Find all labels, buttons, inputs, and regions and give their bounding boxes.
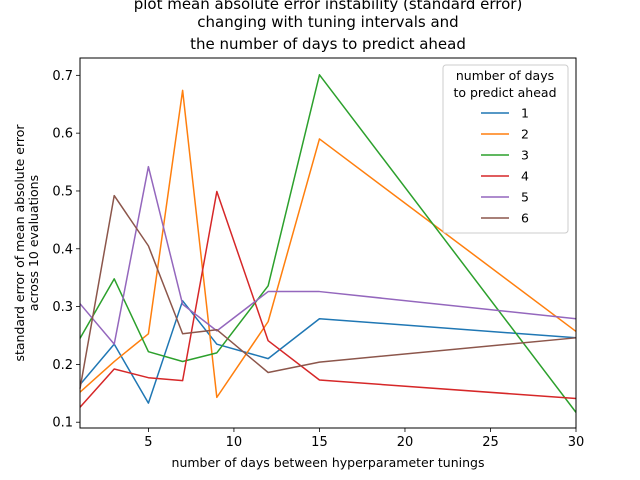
series-line-2 bbox=[79, 89, 577, 399]
y-axis-label-line-1: standard error of mean absolute error bbox=[12, 124, 27, 362]
legend-title-line-1: number of days bbox=[456, 68, 554, 83]
x-axis-label: number of days between hyperparameter tu… bbox=[172, 455, 485, 470]
y-tick-label: 0.7 bbox=[52, 69, 73, 84]
x-tick-label: 30 bbox=[568, 435, 585, 450]
legend-label-5: 5 bbox=[521, 190, 529, 205]
x-tick-label: 15 bbox=[311, 435, 328, 450]
y-axis-ticks: 0.1 0.2 0.3 0.4 0.5 0.6 0.7 bbox=[52, 69, 80, 431]
y-axis-label-line-2: across 10 evaluations bbox=[26, 175, 41, 311]
y-tick-label: 0.2 bbox=[52, 358, 73, 373]
y-axis-label: standard error of mean absolute error ac… bbox=[12, 124, 41, 362]
y-tick-label: 0.3 bbox=[52, 300, 73, 315]
x-tick-label: 25 bbox=[482, 435, 499, 450]
legend-label-4: 4 bbox=[521, 169, 529, 184]
series-line-4 bbox=[79, 190, 577, 408]
legend-label-1: 1 bbox=[521, 106, 529, 121]
series-line-6 bbox=[79, 194, 577, 389]
x-tick-label: 5 bbox=[144, 435, 152, 450]
series-line-1 bbox=[79, 300, 577, 404]
y-tick-label: 0.5 bbox=[52, 184, 73, 199]
series-line-3 bbox=[79, 74, 577, 413]
legend-label-2: 2 bbox=[521, 127, 529, 142]
chart-title-line-2: changing with tuning intervals and bbox=[197, 13, 458, 31]
chart-title-line-3: the number of days to predict ahead bbox=[190, 35, 466, 53]
y-tick-label: 0.6 bbox=[52, 127, 73, 142]
y-tick-label: 0.4 bbox=[52, 242, 73, 257]
legend-label-6: 6 bbox=[521, 211, 529, 226]
legend-label-3: 3 bbox=[521, 148, 529, 163]
series-layer bbox=[79, 74, 577, 413]
series-line-5 bbox=[79, 165, 577, 345]
legend-box bbox=[442, 64, 569, 234]
plot-frame bbox=[79, 57, 577, 429]
x-tick-label: 10 bbox=[226, 435, 243, 450]
x-axis-ticks: 5 10 15 20 25 30 bbox=[144, 428, 584, 450]
chart-title: plot mean absolute error instability (st… bbox=[134, 0, 523, 53]
legend: number of days to predict ahead 1 2 3 4 5 6 bbox=[442, 64, 569, 234]
chart-title-line-1: plot mean absolute error instability (st… bbox=[134, 0, 523, 13]
y-tick-label: 0.1 bbox=[52, 416, 73, 431]
legend-title-line-2: to predict ahead bbox=[453, 85, 556, 100]
legend-entries: 1 2 3 4 5 6 bbox=[481, 106, 529, 226]
x-tick-label: 20 bbox=[397, 435, 414, 450]
